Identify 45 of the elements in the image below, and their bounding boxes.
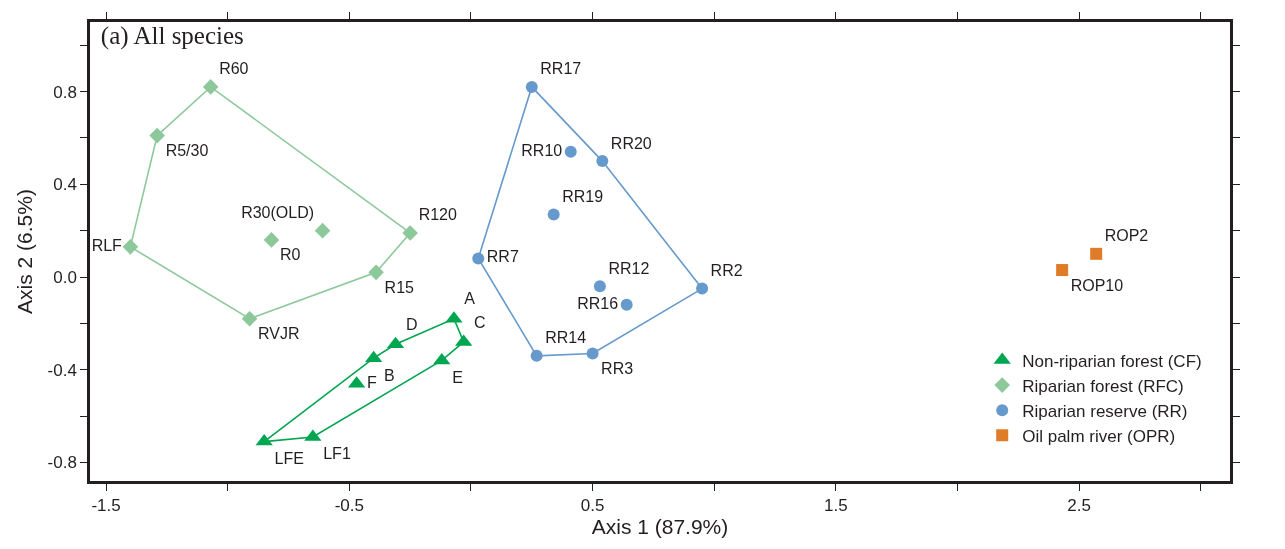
data-label: A <box>464 290 476 308</box>
data-label: R15 <box>384 278 415 296</box>
y-tick-label: 0.4 <box>53 175 77 195</box>
data-label: RLF <box>91 236 123 254</box>
data-label: F <box>367 373 378 391</box>
data-label: R60 <box>219 60 249 78</box>
y-axis-title: Axis 2 (6.5%) <box>12 189 36 314</box>
y-tick-label: 0.0 <box>53 267 77 287</box>
x-axis-title: Axis 1 (87.9%) <box>591 515 729 539</box>
data-label: E <box>452 368 463 386</box>
data-label: B <box>384 366 395 384</box>
y-tick-label: -0.8 <box>47 453 77 473</box>
data-label: C <box>474 313 486 331</box>
y-tick-label: 0.8 <box>53 82 77 102</box>
legend-label: Non-riparian forest (CF) <box>1022 351 1202 371</box>
legend-label: Oil palm river (OPR) <box>1022 426 1176 446</box>
data-label: LFE <box>274 449 304 467</box>
data-label: RR17 <box>540 60 582 78</box>
chart-title: (a) All species <box>100 21 244 50</box>
x-tick-label: -0.5 <box>334 496 364 516</box>
data-label: RR10 <box>521 141 563 159</box>
data-label: R0 <box>279 246 301 264</box>
legend-label: Riparian reserve (RR) <box>1022 401 1188 421</box>
x-tick-label: 1.5 <box>824 496 848 516</box>
data-label: D <box>405 315 418 333</box>
x-tick-label: -1.5 <box>91 496 121 516</box>
data-label: RR2 <box>710 262 743 280</box>
data-label: ROP10 <box>1070 276 1124 294</box>
data-label: R5/30 <box>165 142 209 160</box>
data-label: R30(OLD) <box>241 204 315 222</box>
data-label: RR14 <box>545 329 587 347</box>
x-tick-label: 0.5 <box>580 496 605 516</box>
data-label: RR3 <box>601 360 634 377</box>
data-label: RR12 <box>608 259 650 277</box>
x-tick-label: 2.5 <box>1067 496 1091 516</box>
data-label: R120 <box>418 206 457 224</box>
data-label: ROP2 <box>1104 227 1149 245</box>
data-label: RR7 <box>486 248 519 266</box>
legend-label: Riparian forest (RFC) <box>1022 376 1184 396</box>
data-label: RVJR <box>258 325 300 343</box>
data-label: RR16 <box>577 294 619 312</box>
y-tick-label: -0.4 <box>47 360 77 380</box>
data-label: RR20 <box>610 134 652 152</box>
data-label: RR19 <box>562 187 604 205</box>
data-label: LF1 <box>323 445 351 463</box>
